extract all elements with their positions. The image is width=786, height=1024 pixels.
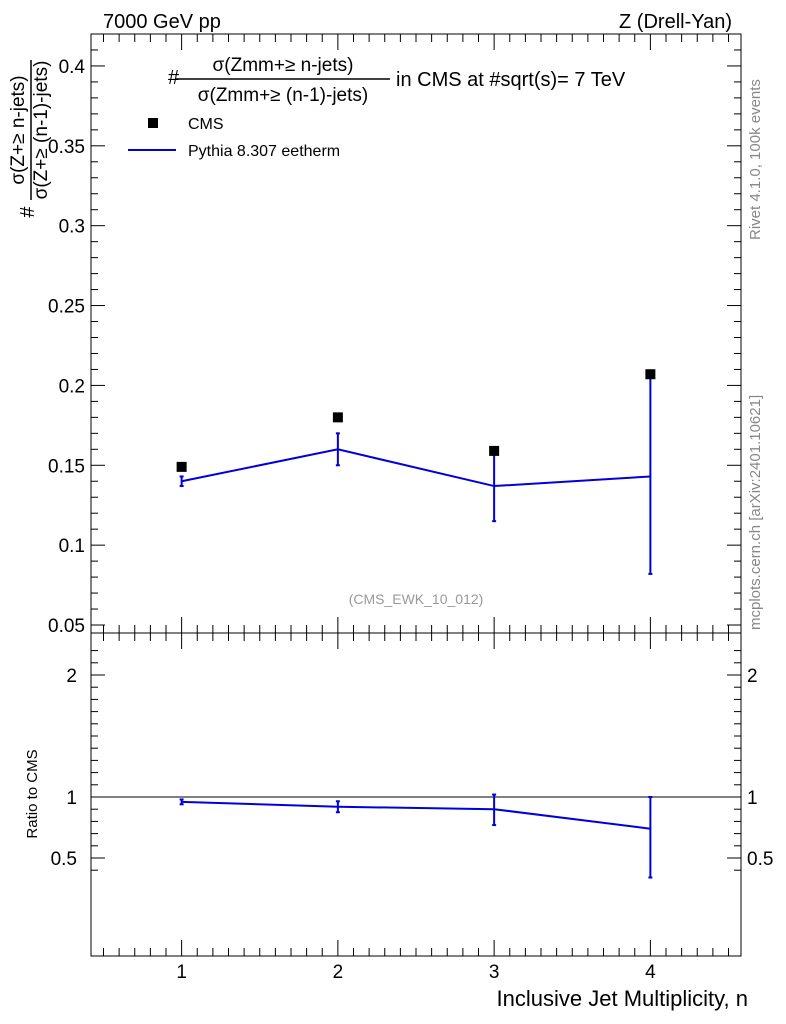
legend-mc-label: Pythia 8.307 eetherm: [188, 143, 340, 160]
y-tick-label: 0.25: [48, 297, 85, 318]
cms-data-point: [176, 461, 187, 472]
header-right: Z (Drell-Yan): [619, 11, 732, 33]
header-left: 7000 GeV pp: [103, 11, 221, 33]
title-suffix: in CMS at #sqrt(s)= 7 TeV: [396, 69, 626, 91]
main-data-marks: [176, 369, 656, 575]
y-axis-label: # σ(Z+≥ n-jets) σ(Z+≥ (n-1)-jets): [8, 60, 52, 218]
ratio-axis-ticks: 0.5 0.5 1 1 2 2: [51, 650, 773, 871]
ratio-tick-label-right: 1: [747, 788, 758, 809]
y-tick-label: 0.2: [59, 376, 85, 397]
y-tick-label: 0.35: [48, 137, 85, 158]
x-tick-label: 3: [489, 962, 500, 983]
title-denominator: σ(Zmm+≥ (n-1)-jets): [198, 85, 368, 106]
ratio-data-marks: [91, 793, 741, 879]
ratio-tick-label-left: 1: [66, 788, 77, 809]
cms-data-point: [332, 412, 343, 423]
y-axis-label-hash: #: [17, 206, 39, 218]
y-axis-label-numerator: σ(Z+≥ n-jets): [8, 75, 29, 184]
rivet-version-text: Rivet 4.1.0, 100k events: [747, 79, 764, 240]
x-tick-label: 2: [333, 962, 344, 983]
ratio-tick-label-right: 2: [747, 666, 758, 687]
ratio-tick-label-right: 0.5: [747, 849, 773, 870]
x-axis-ticks: 1 2 3 4: [103, 34, 729, 983]
ratio-y-label: Ratio to CMS: [24, 749, 41, 838]
y-tick-label: 0.05: [48, 616, 85, 637]
mcplots-text: mcplots.cern.ch [arXiv:2401.10621]: [747, 395, 764, 630]
cms-data-point: [645, 369, 656, 380]
y-tick-label: 0.4: [59, 57, 86, 78]
title-numerator: σ(Zmm+≥ n-jets): [213, 55, 354, 76]
ratio-series-line: [181, 800, 651, 830]
legend-data-marker: [148, 118, 158, 128]
ratio-tick-label-left: 2: [66, 666, 77, 687]
x-tick-label: 1: [176, 962, 187, 983]
y-tick-label: 0.1: [59, 536, 85, 557]
main-axis-ticks: 0.05 0.1 0.15 0.2 0.25 0.3 0.35 0.4: [48, 33, 741, 637]
legend-data-label: CMS: [188, 116, 224, 133]
x-axis-label: Inclusive Jet Multiplicity, n: [497, 986, 748, 1011]
y-tick-label: 0.15: [48, 456, 85, 477]
y-axis-label-denominator: σ(Z+≥ (n-1)-jets): [31, 61, 52, 200]
x-tick-label: 4: [645, 962, 656, 983]
ratio-plot-frame: [90, 632, 742, 957]
plot-title: # σ(Zmm+≥ n-jets) σ(Zmm+≥ (n-1)-jets) in…: [168, 55, 626, 106]
legend: CMS Pythia 8.307 eetherm: [128, 116, 340, 160]
ratio-tick-label-left: 0.5: [51, 849, 77, 870]
mc-series-line: [181, 448, 651, 488]
title-hash: #: [168, 67, 180, 89]
cms-data-point: [489, 445, 500, 456]
analysis-watermark: (CMS_EWK_10_012): [349, 591, 484, 607]
y-tick-label: 0.3: [59, 217, 85, 238]
